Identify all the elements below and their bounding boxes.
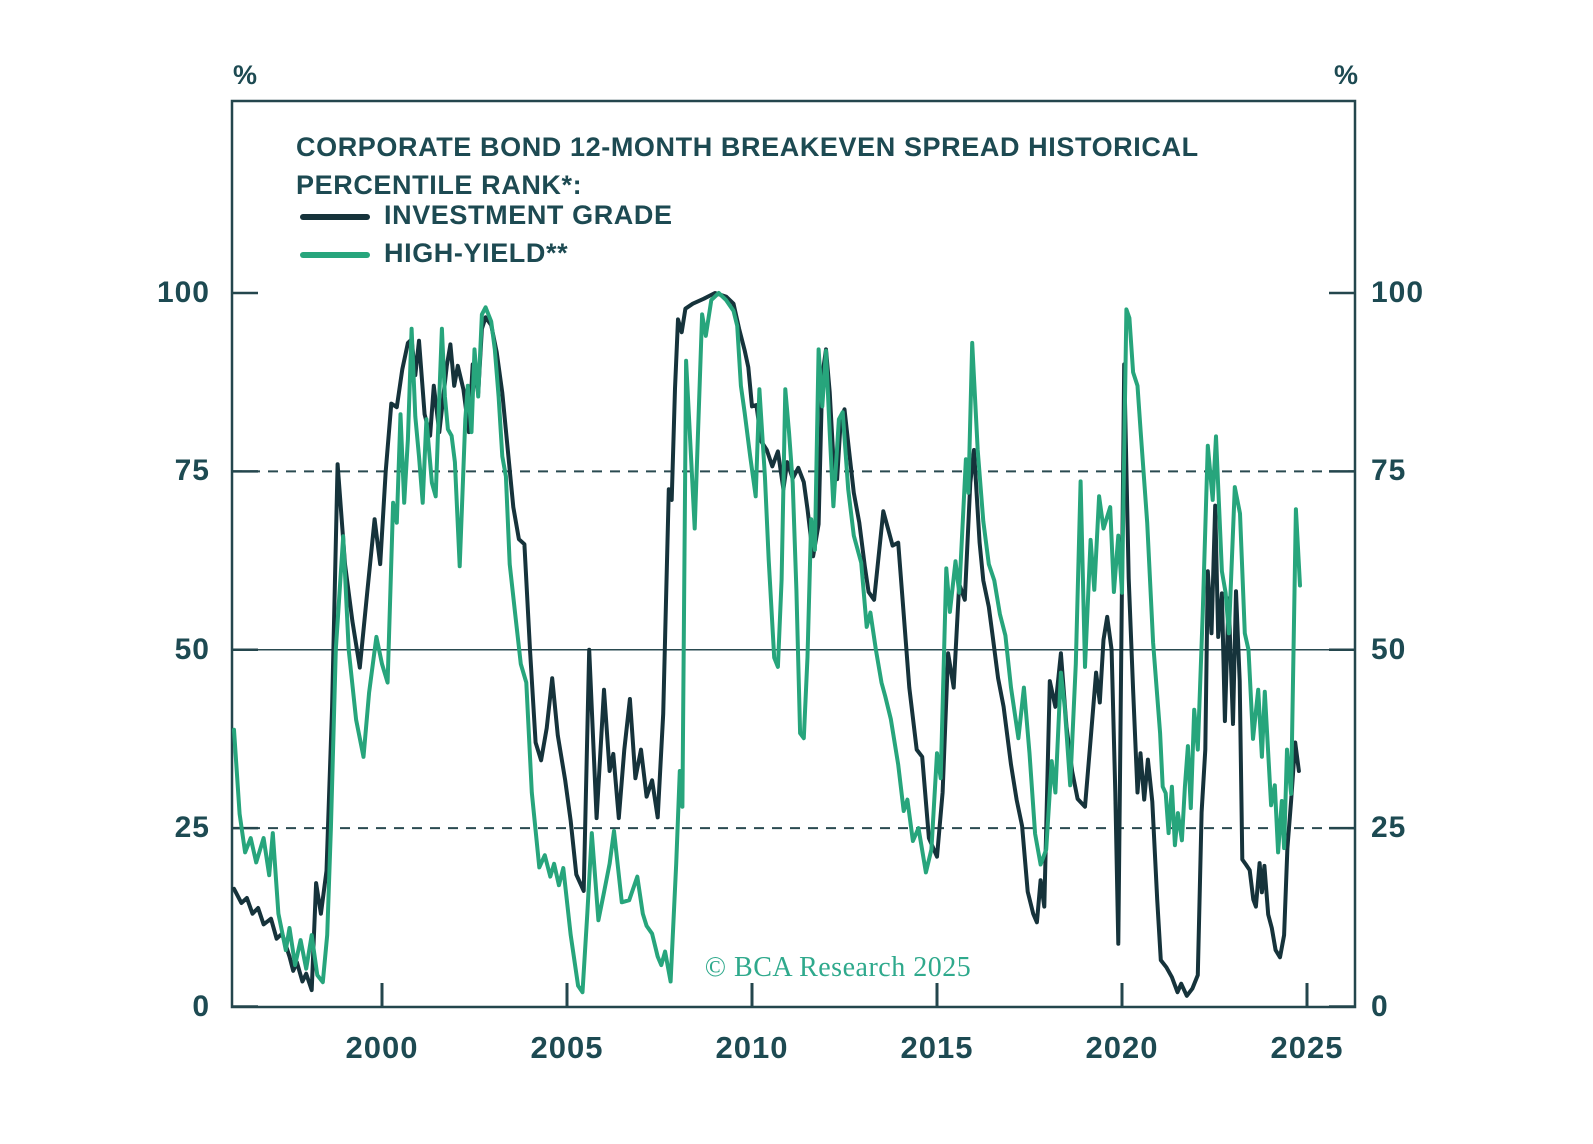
x-axis-label-2020: 2020 [1085,1030,1159,1065]
y-axis-label-right-25: 25 [1371,811,1407,845]
y-axis-unit-left: % [233,60,258,90]
y-axis-label-left-100: 100 [156,276,210,309]
x-axis-label-2015: 2015 [900,1030,974,1065]
y-axis-label-right-0: 0 [1371,989,1389,1023]
bca-research-watermark: © BCA Research 2025 [704,952,972,983]
y-axis-label-right-100: 100 [1371,276,1425,309]
x-axis-label-2025: 2025 [1270,1030,1344,1065]
plot-frame [230,99,1357,1009]
x-axis-label-2010: 2010 [715,1030,789,1065]
high-yield-line-swatch [300,252,370,258]
investment-grade-line-swatch [300,214,370,220]
y-axis-label-left-0: 0 [192,989,210,1023]
series-line-investment-grade [232,291,1301,998]
x-axis-label-2005: 2005 [530,1030,604,1065]
legend-label-investment-grade: INVESTMENT GRADE [384,200,673,230]
y-axis-label-right-50: 50 [1371,632,1407,666]
chart-title-line1: CORPORATE BOND 12-MONTH BREAKEVEN SPREAD… [296,132,1199,162]
y-axis-unit-right: % [1334,60,1359,90]
y-axis-label-right-75: 75 [1371,454,1407,488]
series-line-high-yield [232,291,1302,995]
y-axis-label-left-50: 50 [174,632,210,666]
y-axis-label-left-75: 75 [174,454,210,488]
chart-title: CORPORATE BOND 12-MONTH BREAKEVEN SPREAD… [296,128,1199,204]
y-axis-label-left-25: 25 [174,811,210,845]
chart-title-line2: PERCENTILE RANK*: [296,170,583,200]
x-axis-label-2000: 2000 [345,1030,419,1065]
legend-label-high-yield: HIGH-YIELD** [384,238,569,268]
